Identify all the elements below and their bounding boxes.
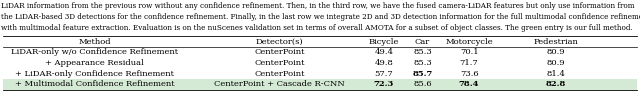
Text: 49.4: 49.4 xyxy=(374,48,394,56)
Text: Detector(s): Detector(s) xyxy=(256,38,303,46)
Text: 85.3: 85.3 xyxy=(413,48,432,56)
Text: 82.8: 82.8 xyxy=(545,80,566,88)
Text: Car: Car xyxy=(415,38,430,46)
Text: + Multimodal Confidence Refinement: + Multimodal Confidence Refinement xyxy=(15,80,175,88)
Text: Method: Method xyxy=(79,38,111,46)
Text: Motorcycle: Motorcycle xyxy=(445,38,493,46)
Text: 85.6: 85.6 xyxy=(413,80,432,88)
Text: 70.1: 70.1 xyxy=(460,48,479,56)
Text: 71.7: 71.7 xyxy=(460,59,479,67)
Text: Pedestrian: Pedestrian xyxy=(533,38,578,46)
Text: 49.8: 49.8 xyxy=(374,59,394,67)
Text: + Appearance Residual: + Appearance Residual xyxy=(45,59,144,67)
Text: 85.7: 85.7 xyxy=(412,69,433,77)
Text: 73.6: 73.6 xyxy=(460,69,479,77)
Text: CenterPoint: CenterPoint xyxy=(255,69,305,77)
Text: CenterPoint + Cascade R-CNN: CenterPoint + Cascade R-CNN xyxy=(214,80,345,88)
Text: 57.7: 57.7 xyxy=(374,69,394,77)
Text: 72.3: 72.3 xyxy=(374,80,394,88)
Text: 80.9: 80.9 xyxy=(546,59,565,67)
Text: LiDAR-only w/o Confidence Refinement: LiDAR-only w/o Confidence Refinement xyxy=(11,48,179,56)
Text: Bicycle: Bicycle xyxy=(369,38,399,46)
Text: + LiDAR-only Confidence Refinement: + LiDAR-only Confidence Refinement xyxy=(15,69,174,77)
Text: 85.3: 85.3 xyxy=(413,59,432,67)
Text: 81.4: 81.4 xyxy=(546,69,565,77)
Text: the LiDAR-based 3D detections for the confidence refinement. Finally, in the las: the LiDAR-based 3D detections for the co… xyxy=(1,13,640,21)
Text: CenterPoint: CenterPoint xyxy=(255,59,305,67)
Text: 80.9: 80.9 xyxy=(546,48,565,56)
Text: LiDAR information from the previous row without any confidence refinement. Then,: LiDAR information from the previous row … xyxy=(1,1,634,9)
Bar xyxy=(3,78,637,90)
Text: with multimodal feature extraction. Evaluation is on the nuScenes validation set: with multimodal feature extraction. Eval… xyxy=(1,24,633,32)
Text: CenterPoint: CenterPoint xyxy=(255,48,305,56)
Text: 78.4: 78.4 xyxy=(459,80,479,88)
